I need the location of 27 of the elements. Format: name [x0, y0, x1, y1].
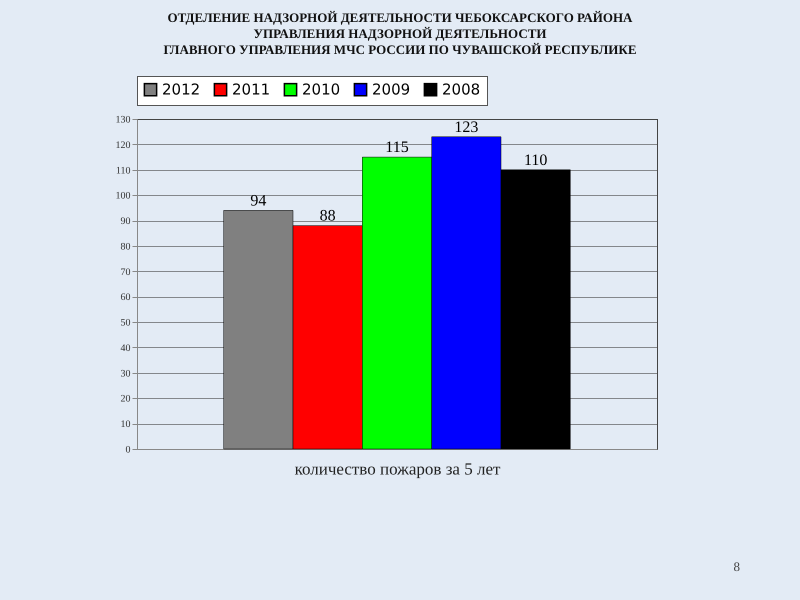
data-label: 123: [454, 118, 478, 136]
x-axis-title: количество пожаров за 5 лет: [294, 460, 501, 478]
legend-label: 2009: [372, 80, 410, 99]
y-tick-label: 60: [120, 292, 130, 304]
y-tick-label: 40: [120, 342, 130, 354]
legend-label: 2008: [442, 80, 480, 99]
y-tick-label: 80: [120, 241, 130, 252]
data-label: 94: [250, 192, 266, 210]
y-tick-label: 50: [120, 318, 130, 329]
chart-title: ОТДЕЛЕНИЕ НАДЗОРНОЙ ДЕЯТЕЛЬНОСТИ ЧЕБОКСАРСКОГО РАЙОНА УПРАВЛЕНИЯ НАДЗОРНОЙ ДЕЯТЕЛЬНОСТИ ГЛАВНОГО УПРАВЛЕНИЯ МЧС РОССИИ ПО ЧУВАШСКОЙ РЕСПУБЛИКЕ: [162, 10, 638, 58]
legend-label: 2012: [162, 80, 200, 99]
y-tick-label: 70: [120, 266, 130, 278]
y-tick-label: 90: [120, 216, 130, 228]
y-tick-label: 110: [116, 165, 130, 176]
y-tick-label: 0: [126, 444, 130, 456]
y-tick-label: 130: [116, 114, 130, 126]
legend-label: 2010: [302, 80, 340, 99]
legend-label: 2011: [232, 80, 270, 99]
text: 8: [734, 559, 740, 575]
y-tick-label: 20: [120, 394, 130, 405]
data-label: 88: [320, 208, 336, 225]
y-tick-label: 120: [116, 140, 130, 151]
data-label: 115: [385, 139, 409, 156]
data-label: 110: [524, 152, 548, 169]
y-tick-label: 100: [116, 190, 130, 202]
y-tick-label: 30: [120, 368, 130, 380]
y-tick-label: 10: [120, 419, 130, 430]
